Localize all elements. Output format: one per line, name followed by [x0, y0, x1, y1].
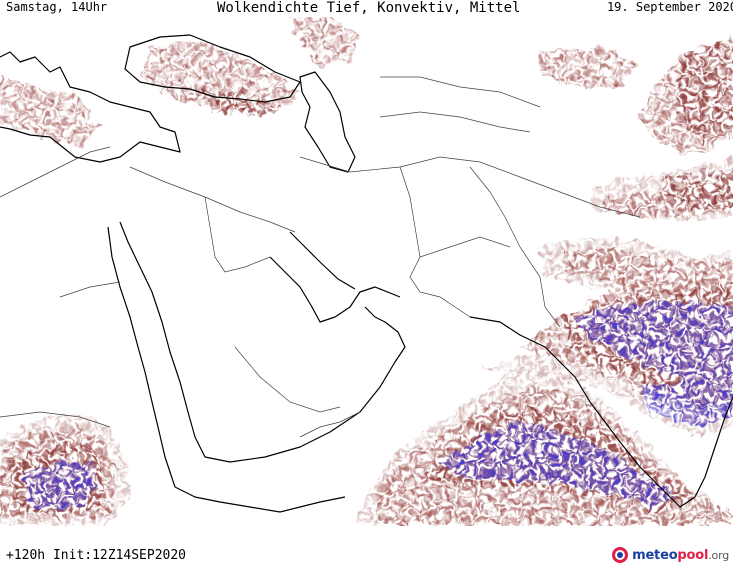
meteopool-logo-icon [612, 547, 629, 563]
caspian-sea-coast [299, 71, 356, 173]
arabian-peninsula-coast [204, 306, 406, 463]
black-sea-coast [124, 34, 301, 103]
red-sea-coast [119, 221, 206, 458]
india-west-coast [469, 316, 696, 508]
mediterranean-coast [0, 51, 181, 163]
valid-day-time: Samstag, 14Uhr [6, 0, 108, 14]
meteopool-logo[interactable]: meteopool.org [611, 545, 729, 565]
india-east-coast [694, 396, 733, 498]
convective-cloud-layer [25, 302, 733, 512]
persian-gulf-coast [269, 256, 401, 323]
logo-text: meteopool.org [632, 547, 729, 563]
map-title: Wolkendichte Tief, Konvektiv, Mittel [217, 0, 521, 16]
country-borders [0, 76, 641, 438]
forecast-run-info: +120h Init:12Z14SEP2020 [6, 548, 187, 563]
horn-of-africa-coast [174, 486, 346, 513]
map-footer: +120h Init:12Z14SEP2020 meteopool.org [0, 526, 733, 566]
valid-date: 19. September 2020 [606, 0, 733, 14]
map-header: Samstag, 14Uhr Wolkendichte Tief, Konvek… [0, 0, 733, 20]
cloud-density-map [0, 17, 733, 525]
coastlines [0, 34, 733, 513]
